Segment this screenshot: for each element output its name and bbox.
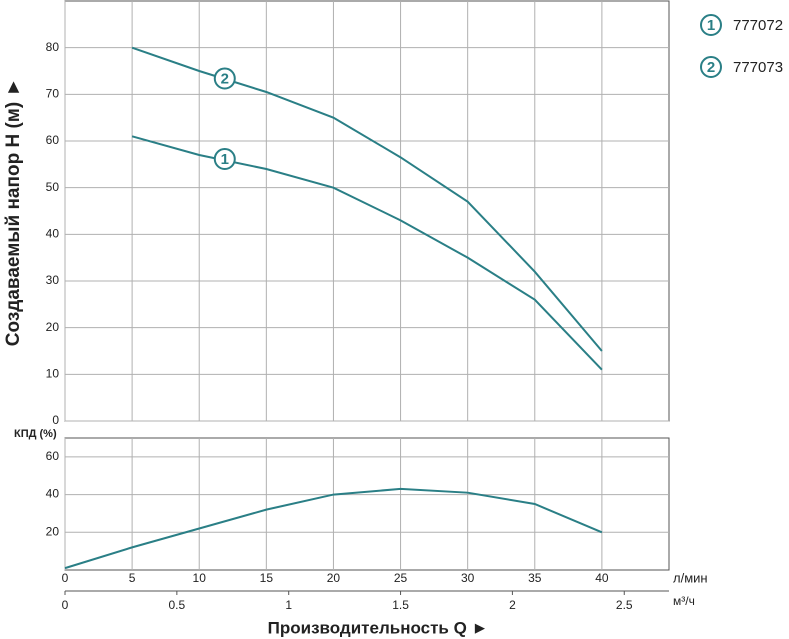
curve: [64, 487, 603, 570]
y-tick-label: 80: [46, 40, 60, 54]
y-tick-label: 30: [46, 273, 60, 287]
y-tick-label: 60: [46, 133, 60, 147]
legend-marker: [700, 56, 722, 78]
x-tick-label: 40: [595, 571, 609, 585]
y-tick-label: 50: [46, 180, 60, 194]
y-tick-label: 40: [46, 227, 60, 241]
x2-tick-label: 1: [285, 598, 292, 612]
y-axis-label: Создаваемый напор H (м) ►: [3, 78, 24, 347]
y-tick-label: 20: [46, 524, 60, 538]
y-tick-label: 40: [46, 487, 60, 501]
curve: [131, 135, 603, 371]
x-tick-label: 20: [327, 571, 341, 585]
x-tick-label: 25: [394, 571, 408, 585]
x-unit: л/мин: [673, 570, 708, 585]
legend-label: 777072: [733, 17, 783, 34]
curve: [131, 46, 603, 352]
head-frame: [64, 0, 670, 422]
legend-marker-label: 2: [707, 59, 715, 76]
x2-unit: м³/ч: [673, 594, 695, 608]
curve-marker: [213, 148, 236, 170]
x-axis-label: Производительность Q ►: [268, 618, 489, 637]
x-tick-label: 5: [129, 571, 136, 585]
legend-marker-label: 1: [707, 17, 715, 34]
legend-label: 777073: [733, 59, 783, 76]
legend-marker: [700, 14, 722, 36]
x-tick-label: 10: [193, 571, 207, 585]
x2-tick-label: 0: [62, 598, 69, 612]
x-tick-label: 30: [461, 571, 475, 585]
curve-marker: [213, 67, 236, 90]
x2-tick-label: 2.5: [616, 598, 633, 612]
y-tick-label: 20: [46, 320, 60, 334]
curve-marker-label: 2: [221, 70, 229, 87]
x2-tick-label: 0.5: [169, 598, 186, 612]
y-tick-label: 10: [46, 367, 60, 381]
efficiency-frame: [64, 437, 670, 571]
x-tick-label: 0: [62, 571, 69, 585]
y-tick-label: 70: [46, 87, 60, 101]
x2-tick-label: 1.5: [392, 598, 409, 612]
efficiency-label: КПД (%): [14, 428, 57, 440]
x-tick-label: 15: [260, 571, 274, 585]
x-tick-label: 35: [528, 571, 542, 585]
y-tick-label: 0: [52, 413, 59, 427]
y-tick-label: 60: [46, 449, 60, 463]
curve-marker-label: 1: [221, 151, 229, 168]
x2-tick-label: 2: [509, 598, 516, 612]
